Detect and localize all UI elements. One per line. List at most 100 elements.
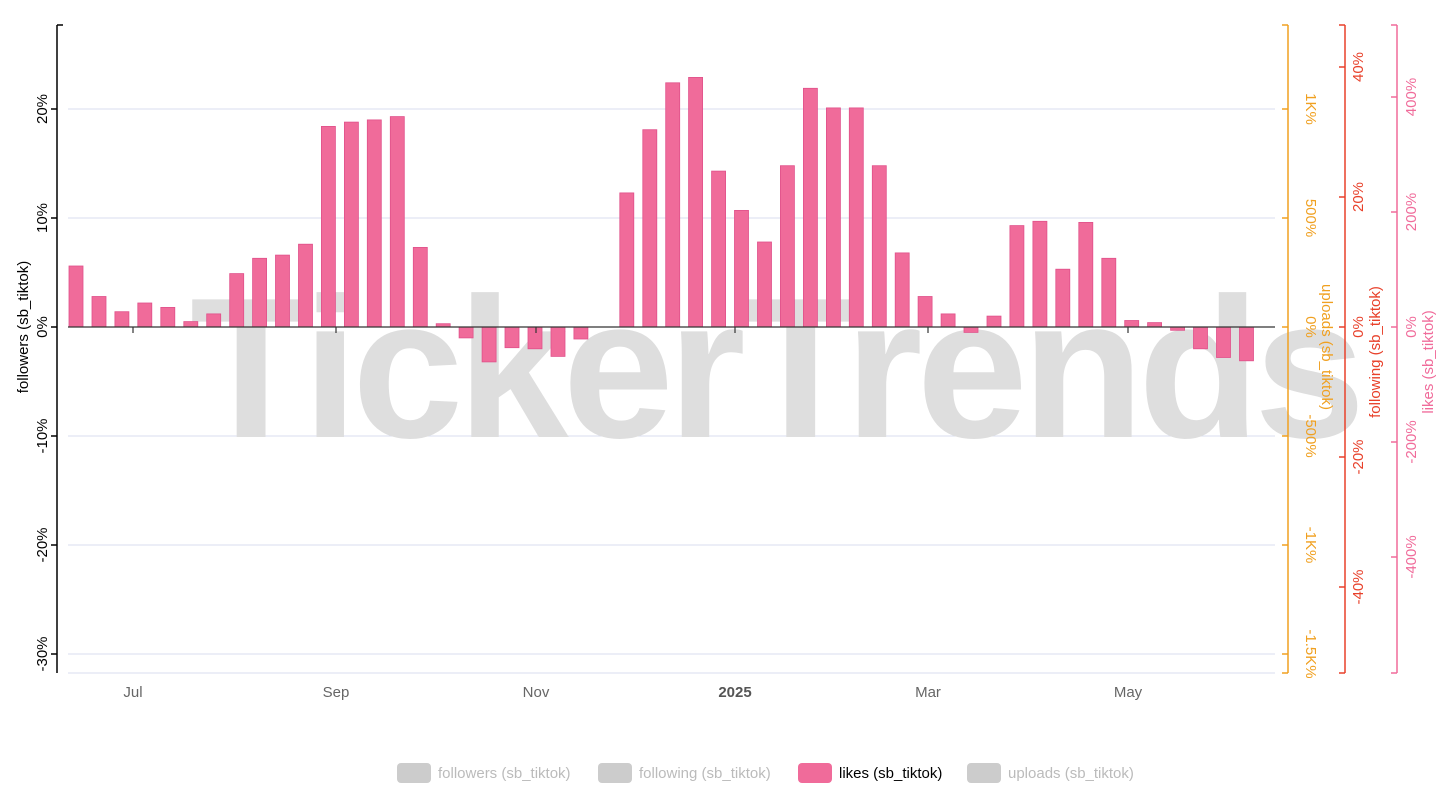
bar-likes[interactable]	[780, 165, 795, 328]
tick-label: -30%	[34, 636, 51, 671]
bar-likes[interactable]	[1193, 326, 1208, 350]
bar-likes[interactable]	[619, 192, 635, 328]
x-tick-label: Nov	[523, 684, 550, 701]
axis-label-followers: followers (sb_tiktok)	[15, 261, 32, 394]
tick-label: 0%	[1350, 316, 1367, 338]
tick-label: -500%	[1302, 414, 1319, 457]
bar-likes[interactable]	[1101, 257, 1117, 328]
tick-label: -1.5K%	[1302, 629, 1319, 678]
grid-lines	[68, 108, 1275, 674]
tick-label: 500%	[1302, 199, 1319, 237]
bar-likes[interactable]	[160, 306, 176, 328]
bar-likes[interactable]	[848, 107, 864, 328]
tick-label: 200%	[1403, 193, 1420, 231]
bar-likes[interactable]	[206, 313, 222, 328]
axes: 20% 10% 0% -10% -20% -30% followers (sb_tiktok…	[15, 24, 1437, 701]
bar-likes[interactable]	[940, 313, 956, 328]
bar-likes[interactable]	[1124, 320, 1140, 328]
axis-label-following: following (sb_tiktok)	[1367, 286, 1384, 418]
tick-label: -1K%	[1302, 527, 1319, 564]
legend-label: uploads (sb_tiktok)	[1008, 765, 1134, 782]
tick-label: 400%	[1403, 78, 1420, 116]
legend-item[interactable]: following (sb_tiktok)	[598, 763, 771, 783]
bar-likes[interactable]	[275, 254, 290, 328]
bar-likes[interactable]	[229, 273, 245, 328]
x-tick-label: Jul	[123, 684, 142, 701]
bar-likes[interactable]	[252, 257, 268, 328]
tick-label: -20%	[1350, 439, 1367, 474]
bar-likes[interactable]	[642, 129, 658, 328]
bar-likes[interactable]	[527, 326, 543, 350]
tick-label: 20%	[34, 94, 51, 124]
tick-label: 0%	[1302, 316, 1319, 338]
x-tick-label: May	[1114, 684, 1143, 701]
bar-likes[interactable]	[1216, 326, 1231, 358]
tick-label: -200%	[1403, 420, 1420, 463]
bar-likes[interactable]	[688, 77, 703, 328]
tick-label: -10%	[34, 418, 51, 453]
legend-label: followers (sb_tiktok)	[438, 765, 571, 782]
bar-series-likes[interactable]	[68, 77, 1254, 363]
bar-likes[interactable]	[871, 165, 887, 328]
legend-label: likes (sb_tiktok)	[839, 765, 942, 782]
tick-label: 40%	[1350, 52, 1367, 82]
bar-likes[interactable]	[757, 241, 772, 328]
bar-likes[interactable]	[458, 326, 474, 339]
bar-likes[interactable]	[573, 326, 589, 340]
tick-label: 0%	[34, 316, 51, 338]
bar-likes[interactable]	[183, 321, 199, 328]
legend-swatch	[798, 763, 832, 783]
tick-label: 0%	[1403, 316, 1420, 338]
legend-item[interactable]: uploads (sb_tiktok)	[967, 763, 1134, 783]
bar-likes[interactable]	[366, 119, 382, 328]
bar-likes[interactable]	[826, 107, 841, 328]
legend-item[interactable]: followers (sb_tiktok)	[397, 763, 571, 783]
bar-likes[interactable]	[412, 246, 428, 328]
legend-swatch	[397, 763, 431, 783]
legend-swatch	[967, 763, 1001, 783]
axis-label-uploads: uploads (sb_tiktok)	[1318, 284, 1335, 410]
bar-likes[interactable]	[137, 302, 153, 328]
legend[interactable]: followers (sb_tiktok) following (sb_tikto…	[397, 763, 1134, 783]
bar-likes[interactable]	[343, 121, 359, 328]
x-tick-label: Mar	[915, 684, 941, 701]
bar-likes[interactable]	[550, 326, 566, 357]
tick-label: -40%	[1350, 569, 1367, 604]
bar-likes[interactable]	[711, 170, 726, 328]
bar-likes[interactable]	[1055, 268, 1071, 328]
bar-likes[interactable]	[68, 265, 84, 328]
bar-likes[interactable]	[1147, 322, 1162, 328]
bar-likes[interactable]	[504, 326, 520, 349]
bar-likes[interactable]	[298, 243, 313, 328]
tick-label: -20%	[34, 527, 51, 562]
bar-likes[interactable]	[389, 116, 405, 328]
bar-likes[interactable]	[1239, 326, 1254, 362]
bar-likes[interactable]	[1032, 220, 1048, 328]
bar-likes[interactable]	[114, 311, 130, 328]
bar-likes[interactable]	[665, 82, 681, 328]
watermark: TickerTrends	[190, 257, 1359, 480]
legend-item[interactable]: likes (sb_tiktok)	[798, 763, 942, 783]
bar-likes[interactable]	[986, 315, 1002, 328]
bar-likes[interactable]	[320, 126, 336, 328]
bar-likes[interactable]	[1078, 221, 1094, 328]
tick-label: 20%	[1350, 182, 1367, 212]
x-tick-label: 2025	[718, 684, 751, 701]
bar-likes[interactable]	[734, 209, 749, 328]
tick-label: 10%	[34, 203, 51, 233]
x-tick-label: Sep	[323, 684, 350, 701]
bar-likes[interactable]	[963, 326, 979, 333]
bar-likes[interactable]	[894, 252, 910, 328]
legend-swatch	[598, 763, 632, 783]
legend-label: following (sb_tiktok)	[639, 765, 771, 782]
bar-likes[interactable]	[1009, 225, 1025, 328]
bar-likes[interactable]	[481, 326, 497, 363]
bar-likes[interactable]	[803, 87, 818, 328]
tick-label: -400%	[1403, 535, 1420, 578]
bar-likes[interactable]	[917, 296, 933, 328]
axis-label-likes: likes (sb_tiktok)	[1420, 310, 1437, 413]
bar-likes[interactable]	[91, 296, 107, 328]
tick-label: 1K%	[1302, 93, 1319, 125]
